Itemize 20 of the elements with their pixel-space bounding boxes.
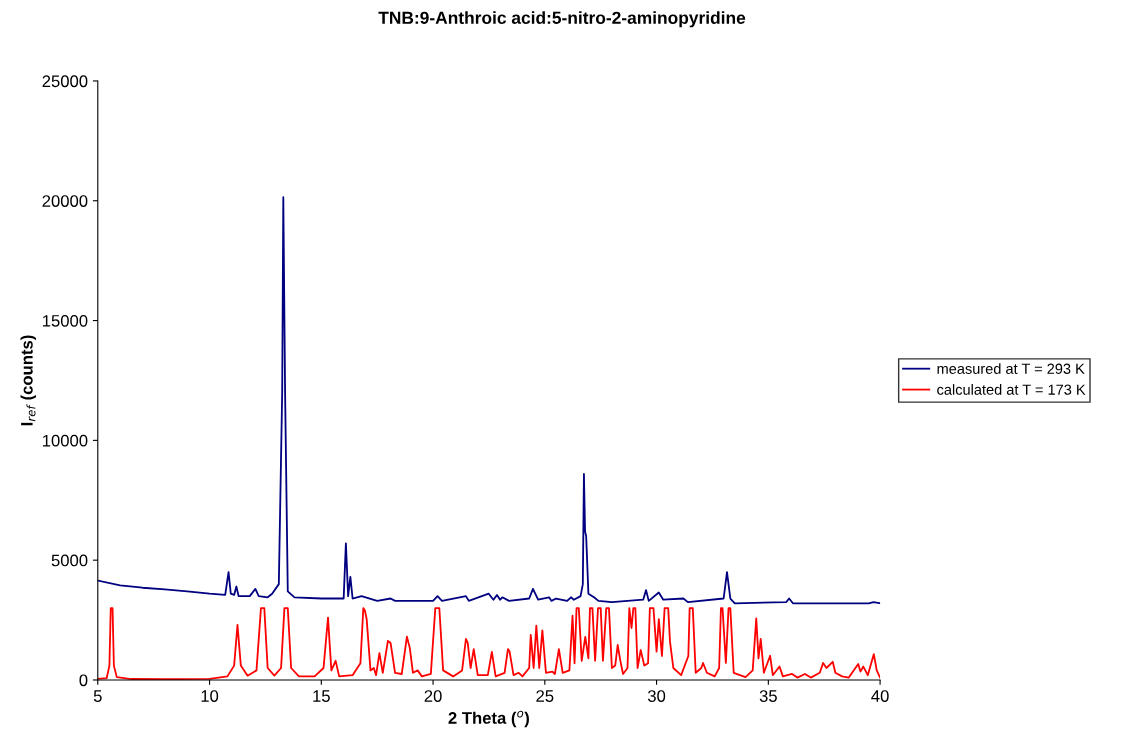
x-tick-label: 10 [201, 690, 219, 702]
x-tick-label: 30 [647, 690, 666, 702]
y-tick-label: 20000 [42, 195, 88, 207]
chart-title: TNB:9-Anthroic acid:5-nitro-2-aminopyridine [378, 11, 746, 28]
x-tick-label: 5 [93, 690, 102, 702]
y-tick-label: 10000 [43, 434, 88, 447]
legend-label: calculated at T = 173 K [937, 384, 1086, 395]
y-tick-label: 15000 [43, 314, 88, 327]
x-tick-label: 20 [424, 690, 442, 702]
x-tick-label: 35 [759, 690, 777, 702]
y-tick-label: 0 [79, 674, 88, 687]
legend-label: measured at T = 293 K [937, 363, 1085, 374]
y-tick-label: 5000 [51, 554, 88, 567]
x-axis-title: 2 Theta ($^{o}$) [448, 710, 529, 728]
y-tick-label: 25000 [42, 75, 88, 88]
y-axis-title: I$_{ref}$ (counts) [20, 335, 37, 426]
x-tick-label: 40 [871, 690, 889, 702]
x-tick-label: 15 [313, 690, 330, 702]
x-tick-label: 25 [536, 690, 554, 702]
line-series [97, 196, 881, 605]
